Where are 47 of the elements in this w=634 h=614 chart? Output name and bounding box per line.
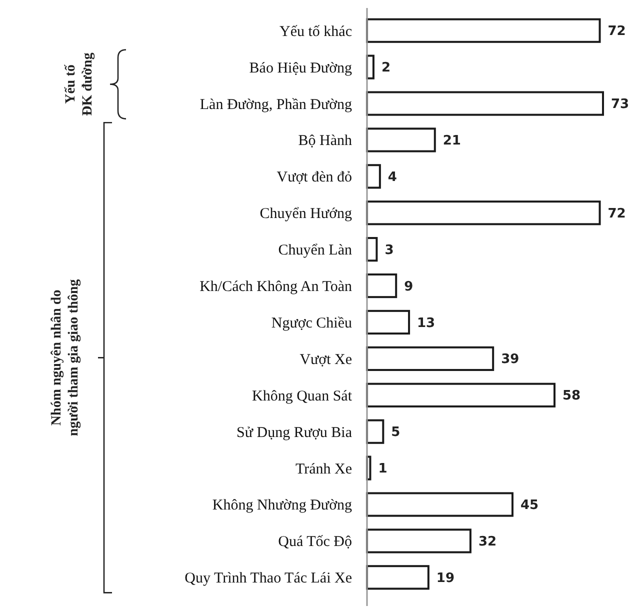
text: Nhóm nguyên nhân do người tham gia giao thông: [50, 279, 82, 436]
data-label: 9: [404, 279, 414, 294]
data-label: 3: [384, 242, 394, 258]
data-label: 1: [378, 462, 388, 477]
data-label: 72: [608, 24, 626, 40]
data-label: 58: [562, 388, 581, 404]
y-tick-label: Tránh Xe: [295, 461, 352, 478]
bar: [366, 18, 601, 43]
data-label: 13: [417, 316, 436, 331]
y-tick-label: Quá Tốc Độ: [278, 534, 352, 550]
data-label: 45: [520, 498, 539, 514]
bar: [366, 346, 494, 371]
bar: [366, 492, 514, 517]
y-tick-label: Làn Đường, Phần Đường: [200, 96, 352, 113]
y-tick-label: Vượt đèn đỏ: [276, 170, 352, 186]
data-label: 4: [388, 170, 397, 185]
data-label: 2: [381, 60, 391, 76]
bar: [366, 164, 381, 189]
y-tick-label: Chuyển Làn: [278, 242, 352, 259]
text: Yếu tố ĐK đường: [64, 52, 96, 116]
y-tick-label: Quy Trình Thao Tác Lái Xe: [184, 570, 352, 587]
y-tick-label: Vượt Xe: [300, 352, 352, 368]
bar: [366, 128, 436, 152]
y-tick-label: Ngược Chiều: [271, 315, 352, 332]
y-tick-label: Kh/Cách Không An Toàn: [200, 279, 352, 296]
bar: [366, 565, 430, 590]
bar: [366, 200, 601, 226]
data-label: 5: [391, 425, 400, 440]
data-label: 21: [442, 134, 461, 149]
bar: [366, 273, 398, 298]
data-label: 39: [501, 352, 520, 368]
bar: [366, 382, 556, 408]
bar: [366, 310, 410, 335]
y-tick-label: Không Nhường Đường: [212, 498, 352, 514]
data-label: 73: [611, 97, 630, 112]
y-tick-label: Chuyển Hướng: [260, 206, 352, 222]
data-label: 32: [478, 534, 497, 550]
y-tick-label: Bộ Hành: [298, 133, 352, 150]
bar: [366, 91, 604, 116]
y-tick-label: Báo Hiệu Đường: [249, 60, 352, 76]
y-tick-label: Không Quan Sát: [252, 388, 353, 404]
data-label: 72: [608, 206, 626, 222]
y-tick-label: Sử Dụng Rượu Bia: [236, 424, 352, 441]
data-label: 19: [436, 570, 455, 586]
bar: [366, 528, 472, 554]
y-tick-label: Yếu tố khác: [280, 24, 352, 40]
bar: [366, 419, 384, 444]
